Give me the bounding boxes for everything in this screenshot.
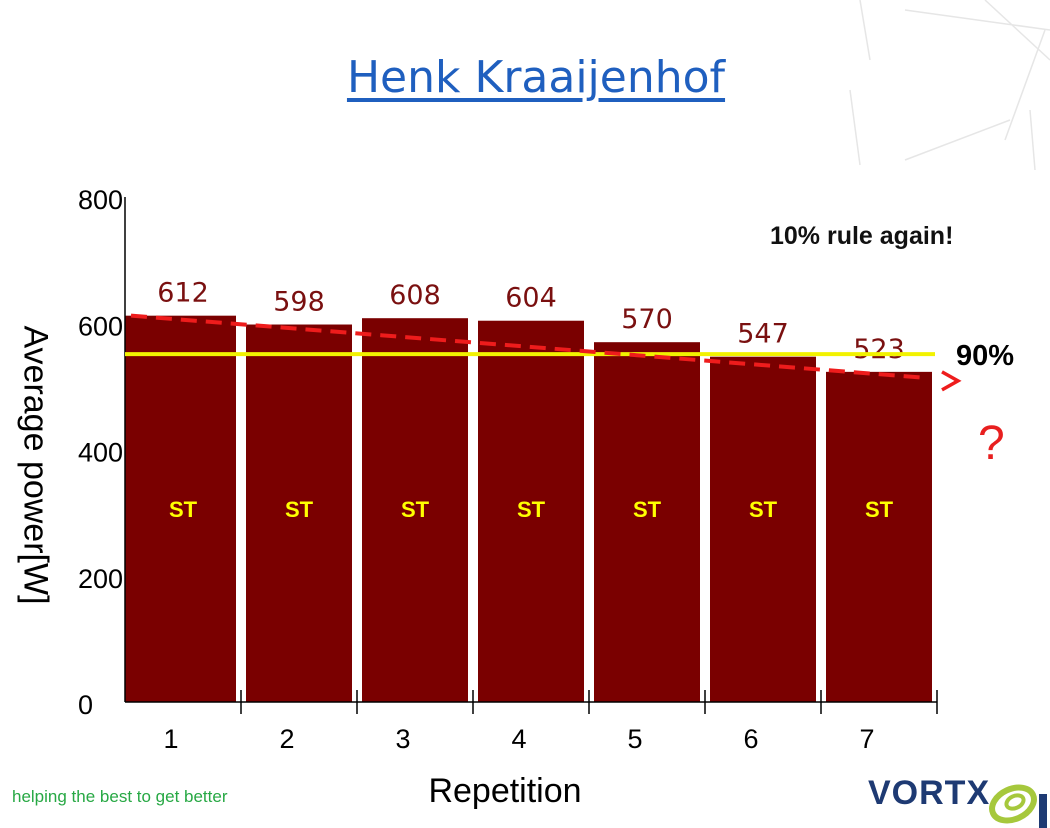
y-tick-label: 600 <box>78 311 123 341</box>
x-tick-label: 3 <box>395 724 410 754</box>
trend-line <box>130 313 927 380</box>
x-tick-label: 2 <box>279 724 294 754</box>
bar <box>246 324 352 702</box>
x-tick-label: 7 <box>859 724 874 754</box>
swirl-logo-icon <box>989 784 1047 828</box>
y-axis-label: Average power[W] <box>16 325 55 605</box>
bar-inner-label: ST <box>633 497 662 522</box>
bar-value-label: 570 <box>621 304 673 335</box>
threshold-label: 90% <box>956 340 1015 372</box>
x-tick-label: 4 <box>511 724 526 754</box>
bar-inner-label: ST <box>169 497 198 522</box>
bar <box>125 315 236 702</box>
x-tick-label: 6 <box>743 724 758 754</box>
bar-inner-label: ST <box>401 497 430 522</box>
x-tick-label: 1 <box>163 724 178 754</box>
bar <box>594 342 700 702</box>
bar-value-label: 523 <box>853 334 905 365</box>
trend-arrow-icon <box>941 370 962 392</box>
bar <box>478 320 584 702</box>
bar-value-label: 612 <box>157 278 209 309</box>
bar-inner-label: ST <box>517 497 546 522</box>
bar <box>362 318 468 702</box>
y-tick-label: 800 <box>78 185 123 215</box>
x-tick-label: 5 <box>627 724 642 754</box>
slide-title: Henk Kraaijenhof <box>346 52 726 103</box>
bar-value-label: 547 <box>737 319 789 350</box>
bar <box>710 356 816 702</box>
bar-inner-label: ST <box>285 497 314 522</box>
bar-value-label: 604 <box>505 283 557 314</box>
question-mark: ? <box>978 417 1005 470</box>
y-tick-label: 400 <box>78 438 123 468</box>
x-axis-label: Repetition <box>428 772 582 810</box>
y-tick-label: 200 <box>78 564 123 594</box>
y-tick-label: 0 <box>78 690 93 720</box>
bar-value-label: 608 <box>389 280 441 311</box>
tagline: helping the best to get better <box>12 787 228 806</box>
bar-value-label: 598 <box>273 287 325 318</box>
brand-logo-text: VORTX <box>868 774 991 812</box>
rule-annotation: 10% rule again! <box>770 222 954 250</box>
bar <box>826 371 932 702</box>
bar-inner-label: ST <box>865 497 894 522</box>
bar-inner-label: ST <box>749 497 778 522</box>
